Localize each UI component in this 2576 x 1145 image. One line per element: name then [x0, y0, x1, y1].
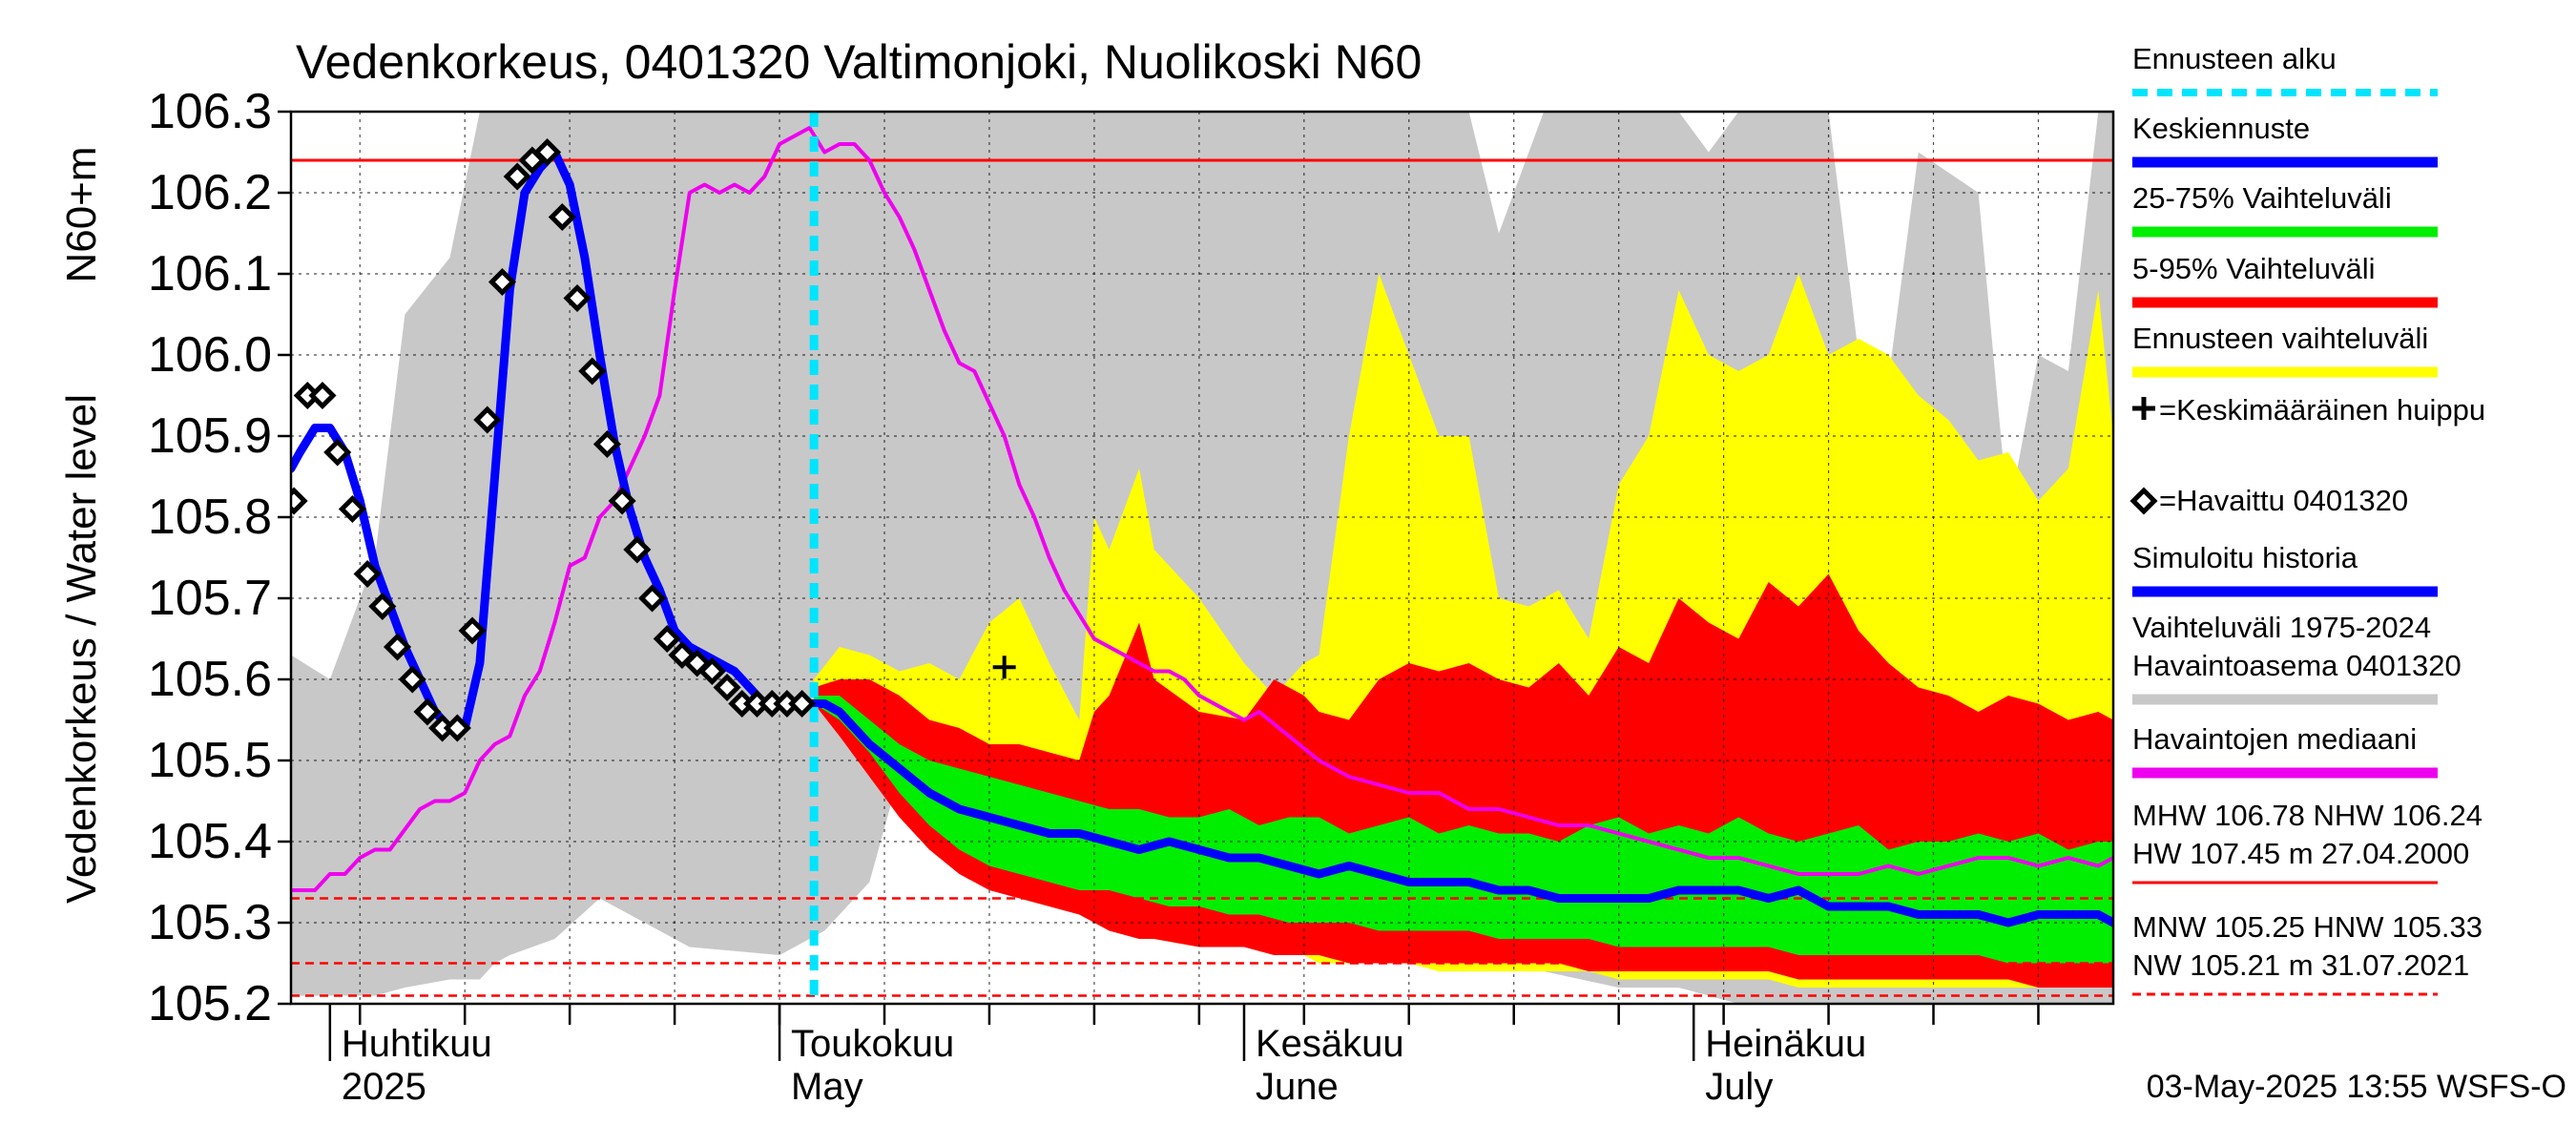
y-axis-label: Vedenkorkeus / Water level	[58, 394, 105, 904]
observed-point	[413, 697, 442, 726]
y-tick-label: 106.1	[148, 246, 272, 302]
stats-text: NW 105.21 m 31.07.2021	[2132, 948, 2469, 982]
observed-point	[533, 137, 562, 167]
month-label-fi: Huhtikuu	[342, 1023, 492, 1065]
month-label-fi: Heinäkuu	[1705, 1023, 1866, 1065]
plot-frame	[289, 110, 2115, 1006]
observed-point	[291, 487, 308, 515]
legend-diamond-icon	[2129, 487, 2158, 515]
stats-text: HW 107.45 m 27.04.2000	[2132, 837, 2469, 870]
observed-point	[398, 665, 426, 694]
legend-label: 5-95% Vaihteluväli	[2132, 252, 2375, 285]
observed-point	[443, 714, 471, 742]
legend-label: Keskiennuste	[2132, 112, 2310, 145]
y-tick-label: 105.4	[148, 814, 272, 869]
legend-label: Simuloitu historia	[2132, 541, 2358, 574]
observed-point	[473, 406, 502, 434]
y-tick-label: 106.0	[148, 327, 272, 383]
observed-point	[488, 267, 517, 297]
observed-point	[697, 656, 726, 686]
observed-point	[608, 487, 636, 515]
legend-label: Ennusteen alku	[2132, 42, 2337, 75]
legend-label: 25-75% Vaihteluväli	[2132, 181, 2392, 215]
median-line	[291, 126, 2113, 892]
month-label-en: 2025	[342, 1066, 426, 1108]
observed-point	[368, 592, 397, 621]
plot-area	[291, 112, 2113, 1004]
y-tick-label: 105.9	[148, 408, 272, 464]
observed-point	[308, 381, 337, 410]
y-tick-label: 106.3	[148, 84, 272, 139]
stats-text: MHW 106.78 NHW 106.24	[2132, 799, 2483, 832]
observed-point	[638, 584, 667, 613]
month-label-en: June	[1256, 1066, 1339, 1108]
observed-point	[458, 616, 487, 645]
observed-point	[353, 559, 382, 589]
y-tick-label: 105.8	[148, 489, 272, 545]
observed-point	[323, 438, 352, 467]
timestamp: 03-May-2025 13:55 WSFS-O	[2147, 1069, 2566, 1105]
observed-point	[548, 202, 576, 232]
observed-point	[788, 689, 817, 718]
observed-point	[623, 535, 652, 564]
month-label-fi: Kesäkuu	[1256, 1023, 1404, 1065]
y-tick-label: 105.2	[148, 976, 272, 1031]
y-tick-label: 105.7	[148, 571, 272, 626]
month-label-en: May	[791, 1066, 863, 1108]
legend-label: Ennusteen vaihteluväli	[2132, 322, 2428, 355]
y-tick-label: 105.6	[148, 652, 272, 707]
observed-point	[653, 624, 681, 654]
observed-point	[563, 283, 592, 313]
observed-point	[713, 673, 741, 702]
observed-point	[383, 633, 412, 661]
legend-label: Havaintojen mediaani	[2132, 722, 2417, 756]
observed-point	[338, 494, 366, 524]
y-tick-label: 105.5	[148, 733, 272, 788]
legend-label: =Keskimääräinen huippu	[2159, 393, 2485, 427]
legend-label: Havaintoasema 0401320	[2132, 649, 2462, 682]
observed-point	[578, 357, 607, 385]
legend-plus-icon	[2132, 397, 2155, 420]
chart-title: Vedenkorkeus, 0401320 Valtimonjoki, Nuol…	[296, 35, 1422, 89]
observed-point	[592, 429, 621, 459]
observed-point	[503, 162, 531, 191]
mean-peak-marker	[992, 656, 1016, 679]
y-tick-label: 105.3	[148, 895, 272, 950]
simulated-forecast-line	[291, 148, 2113, 927]
month-label-fi: Toukokuu	[791, 1023, 954, 1065]
month-label-en: July	[1705, 1066, 1773, 1108]
stats-text: MNW 105.25 HNW 105.33	[2132, 910, 2483, 944]
grid-lines	[291, 112, 2113, 1004]
legend-label: Vaihteluväli 1975-2024	[2132, 611, 2431, 644]
legend-label: =Havaittu 0401320	[2159, 484, 2408, 517]
y-tick-label: 106.2	[148, 165, 272, 220]
y-axis-unit-label: N60+m	[58, 146, 105, 282]
